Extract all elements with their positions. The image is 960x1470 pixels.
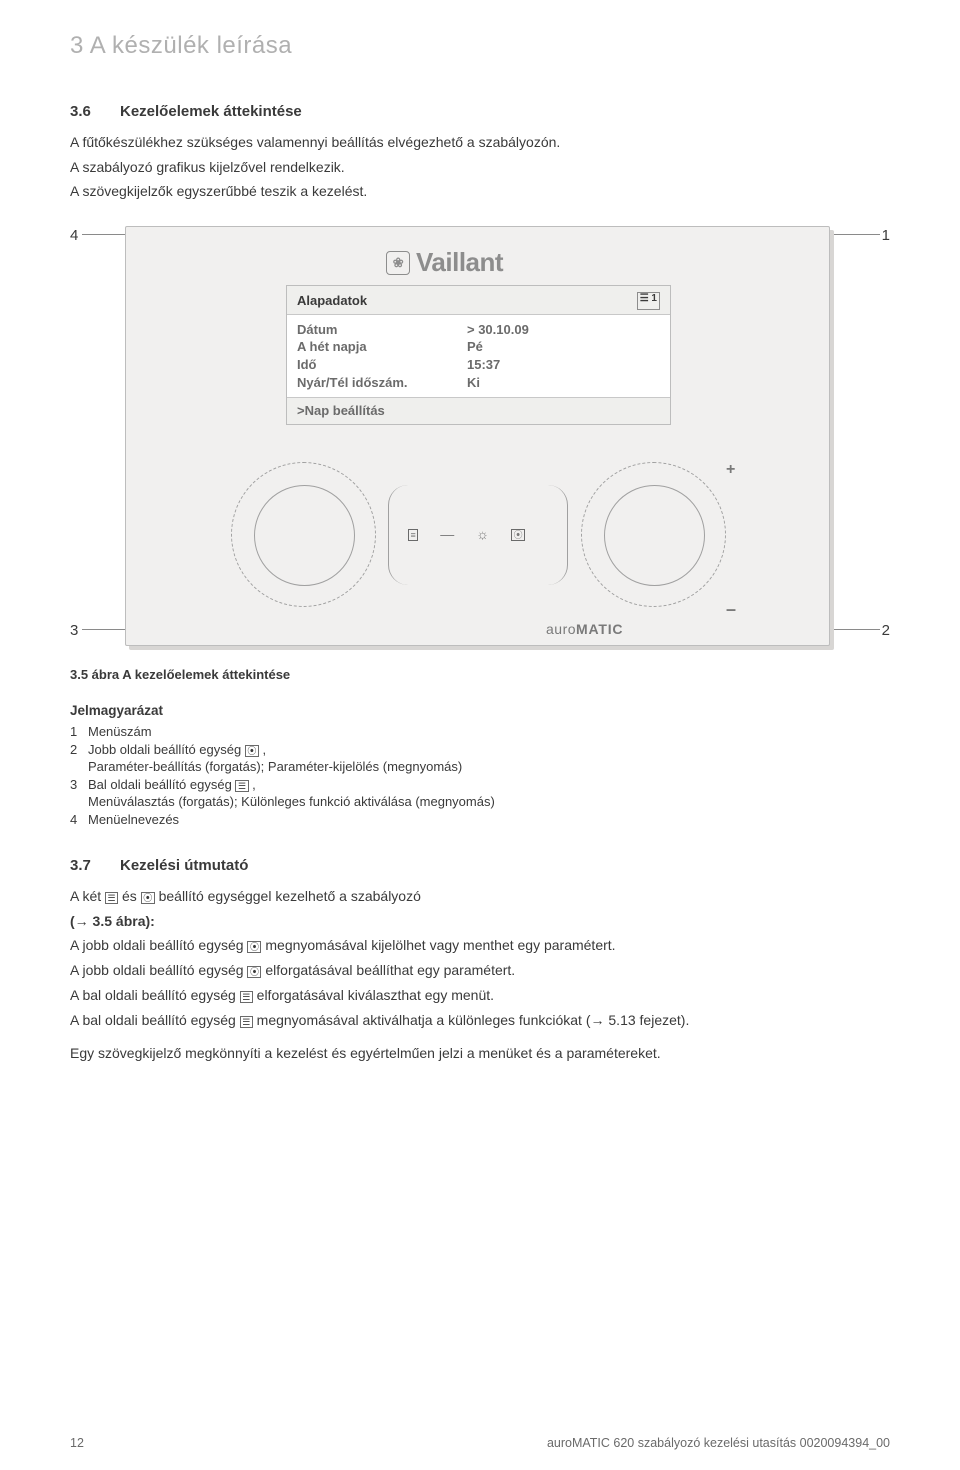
legend-title: Jelmagyarázat (70, 702, 890, 720)
screen-row: Nyár/Tél időszám.Ki (297, 374, 660, 392)
select-icon: ⦿ (511, 529, 525, 541)
screen-row-value: > 30.10.09 (467, 321, 529, 339)
page-number: 12 (70, 1435, 84, 1452)
screen-header: Alapadatok ☰ 1 (287, 286, 670, 315)
legend-text: Menüelnevezés (88, 811, 179, 829)
legend-text: Menüválasztás (forgatás); Különleges fun… (88, 793, 495, 811)
screen-row-value: 15:37 (467, 356, 500, 374)
screen-row-label: Idő (297, 356, 467, 374)
legend-num: 3 (70, 776, 88, 794)
legend-num: 1 (70, 723, 88, 741)
section-number: 3.7 (70, 856, 120, 876)
intro-paragraph-2: A szabályozó grafikus kijelzővel rendelk… (70, 158, 890, 177)
menu-icon: ≡ (408, 529, 418, 541)
select-icon: ⦿ (245, 745, 259, 757)
menu-icon: ☰ (240, 1016, 253, 1028)
paren-left-icon (388, 485, 408, 585)
brand-logo-text: ❀ Vaillant (386, 245, 503, 280)
legend-item-cont: Paraméter-beállítás (forgatás); Paraméte… (70, 758, 890, 776)
intro-paragraph-3: A szövegkijelzők egyszerűbbé teszik a ke… (70, 182, 890, 201)
callout-4: 4 (70, 226, 78, 246)
legend-item: 1Menüszám (70, 723, 890, 741)
weather-icon: ☼ (476, 525, 489, 544)
section-number: 3.6 (70, 102, 120, 122)
menu-icon: ☰ (105, 892, 118, 904)
device-screen: Alapadatok ☰ 1 Dátum> 30.10.09 A hét nap… (286, 285, 671, 425)
intro-paragraph-1: A fűtőkészülékhez szükséges valamennyi b… (70, 133, 890, 152)
page-footer: 12 auroMATIC 620 szabályozó kezelési uta… (70, 1435, 890, 1452)
callout-2: 2 (882, 621, 890, 641)
model-label: auroMATIC (546, 620, 623, 639)
section-title: Kezelőelemek áttekintése (120, 102, 302, 122)
brand-name: Vaillant (416, 245, 503, 280)
select-icon: ⦿ (247, 941, 261, 953)
legend-item: 2Jobb oldali beállító egység ⦿ , (70, 741, 890, 759)
brand-logo-icon: ❀ (386, 251, 410, 275)
select-icon: ⦿ (247, 966, 261, 978)
left-dial (231, 462, 376, 607)
legend-item: 3Bal oldali beállító egység ☰ , (70, 776, 890, 794)
screen-row: Idő15:37 (297, 356, 660, 374)
footer-docref: auroMATIC 620 szabályozó kezelési utasít… (547, 1435, 890, 1452)
model-prefix: auro (546, 621, 576, 637)
screen-row-label: Dátum (297, 321, 467, 339)
paren-right-icon (548, 485, 568, 585)
body-paragraph: A bal oldali beállító egység ☰ megnyomás… (70, 1011, 890, 1030)
device-diagram: 4 1 3 2 ❀ Vaillant Alapadatok ☰ 1 Dátum>… (70, 226, 890, 656)
legend-num: 2 (70, 741, 88, 759)
callout-3: 3 (70, 621, 78, 641)
select-icon: ⦿ (141, 892, 155, 904)
screen-footer: >Nap beállítás (287, 397, 670, 424)
screen-row-label: Nyár/Tél időszám. (297, 374, 467, 392)
section-title: Kezelési útmutató (120, 856, 248, 876)
screen-title: Alapadatok (297, 292, 367, 310)
screen-row-label: A hét napja (297, 338, 467, 356)
section-3-7-heading: 3.7 Kezelési útmutató (70, 856, 890, 876)
screen-body: Dátum> 30.10.09 A hét napjaPé Idő15:37 N… (287, 315, 670, 397)
chapter-heading: 3 A készülék leírása (70, 30, 890, 62)
menu-icon: ☰ (240, 991, 253, 1003)
lead-line (832, 629, 880, 630)
screen-row-value: Pé (467, 338, 483, 356)
minus-icon: – (726, 597, 736, 621)
screen-page-indicator: ☰ 1 (637, 292, 660, 310)
legend-num: 4 (70, 811, 88, 829)
legend-list: 1Menüszám 2Jobb oldali beállító egység ⦿… (70, 723, 890, 828)
right-dial (581, 462, 726, 607)
device-panel: ❀ Vaillant Alapadatok ☰ 1 Dátum> 30.10.0… (125, 226, 830, 646)
legend-item: 4Menüelnevezés (70, 811, 890, 829)
lead-line (82, 629, 125, 630)
callout-1: 1 (882, 226, 890, 246)
dash-icon: — (440, 525, 454, 544)
legend-text: Bal oldali beállító egység ☰ , (88, 776, 256, 794)
center-icon-row: ≡ — ☼ ⦿ (408, 525, 525, 544)
dial-inner (254, 485, 355, 586)
dial-inner (604, 485, 705, 586)
plus-icon: + (726, 459, 735, 481)
screen-row-value: Ki (467, 374, 480, 392)
body-paragraph: (→ 3.5 ábra): (70, 912, 890, 931)
screen-row: A hét napjaPé (297, 338, 660, 356)
body-paragraph: A két ☰ és ⦿ beállító egységgel kezelhet… (70, 887, 890, 906)
section-3-6-heading: 3.6 Kezelőelemek áttekintése (70, 102, 890, 122)
lead-line (82, 234, 125, 235)
legend-text: Paraméter-beállítás (forgatás); Paraméte… (88, 758, 462, 776)
body-paragraph: A jobb oldali beállító egység ⦿ megnyomá… (70, 936, 890, 955)
body-paragraph: A bal oldali beállító egység ☰ elforgatá… (70, 986, 890, 1005)
figure-caption: 3.5 ábra A kezelőelemek áttekintése (70, 666, 890, 684)
model-bold: MATIC (576, 621, 623, 637)
menu-icon: ☰ (235, 780, 248, 792)
legend-item-cont: Menüválasztás (forgatás); Különleges fun… (70, 793, 890, 811)
body-paragraph: Egy szövegkijelző megkönnyíti a kezelést… (70, 1044, 890, 1063)
body-paragraph: A jobb oldali beállító egység ⦿ elforgat… (70, 961, 890, 980)
legend-text: Jobb oldali beállító egység ⦿ , (88, 741, 266, 759)
screen-row: Dátum> 30.10.09 (297, 321, 660, 339)
legend-text: Menüszám (88, 723, 152, 741)
lead-line (832, 234, 880, 235)
